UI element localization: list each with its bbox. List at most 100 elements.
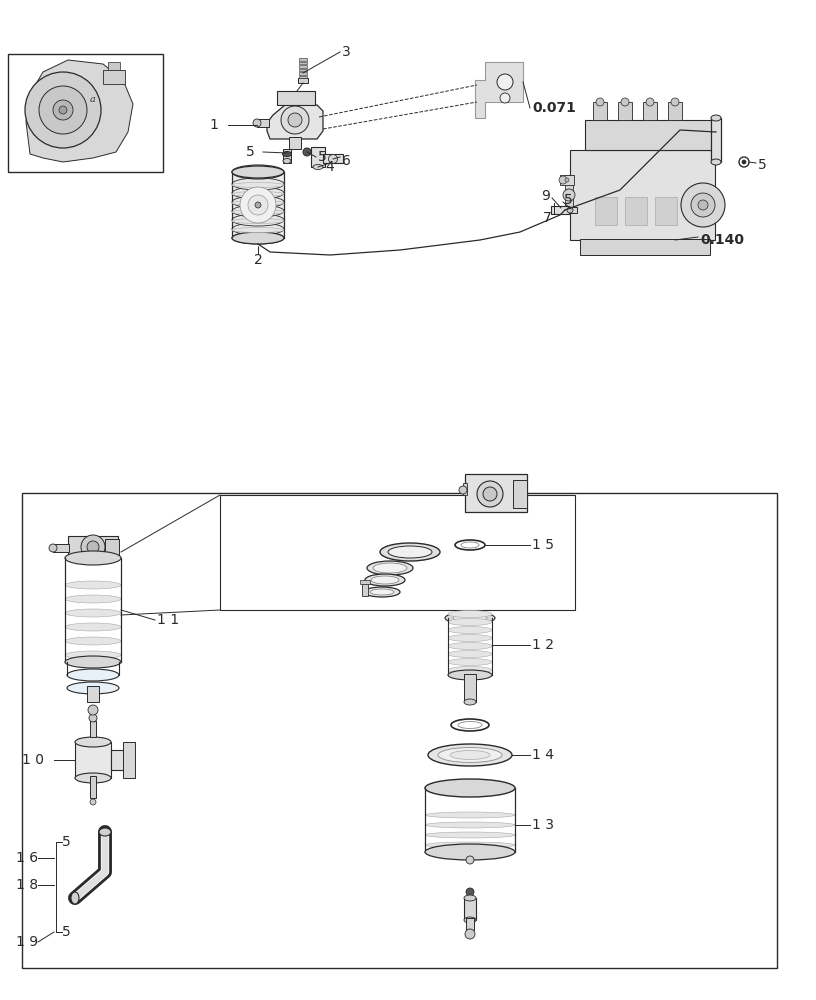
Circle shape (646, 98, 654, 106)
Circle shape (253, 119, 261, 127)
Bar (103, 70, 125, 84)
Bar (289, 137, 301, 149)
Ellipse shape (232, 232, 284, 244)
Ellipse shape (464, 917, 476, 923)
Bar (111, 750, 133, 770)
Bar (123, 742, 135, 778)
Bar (299, 65, 307, 68)
Text: 0.071: 0.071 (532, 101, 576, 115)
Ellipse shape (99, 828, 111, 836)
Circle shape (81, 535, 105, 559)
Circle shape (49, 544, 57, 552)
Ellipse shape (65, 581, 121, 589)
Ellipse shape (438, 748, 502, 762)
Ellipse shape (365, 574, 405, 586)
Ellipse shape (371, 576, 399, 584)
Text: 1 5: 1 5 (532, 538, 554, 552)
Circle shape (465, 929, 475, 939)
Circle shape (89, 714, 97, 722)
Ellipse shape (425, 812, 515, 818)
Text: 9: 9 (541, 189, 550, 203)
Bar (105, 539, 119, 555)
Ellipse shape (232, 196, 284, 208)
Circle shape (739, 157, 749, 167)
Circle shape (671, 98, 679, 106)
Bar (299, 68, 307, 71)
Ellipse shape (425, 822, 515, 828)
Bar (220, 495, 575, 610)
Bar (464, 674, 476, 702)
Circle shape (497, 74, 513, 90)
Text: 1 4: 1 4 (532, 748, 554, 762)
Text: 1 1: 1 1 (157, 613, 180, 627)
Ellipse shape (232, 223, 284, 235)
Ellipse shape (380, 543, 440, 561)
Bar (87, 686, 99, 702)
Ellipse shape (232, 182, 284, 188)
Ellipse shape (65, 651, 121, 659)
Bar (277, 91, 315, 105)
Circle shape (248, 195, 268, 215)
Bar (593, 102, 607, 120)
Ellipse shape (425, 844, 515, 860)
Circle shape (681, 183, 725, 227)
Ellipse shape (458, 722, 482, 728)
Text: 5: 5 (318, 150, 326, 164)
Bar (560, 175, 574, 185)
Bar (425, 788, 515, 852)
Bar (108, 62, 120, 70)
Circle shape (500, 93, 510, 103)
Bar (655, 197, 677, 225)
Ellipse shape (448, 626, 492, 634)
Bar (299, 72, 307, 75)
Bar (585, 120, 715, 150)
Bar (299, 58, 307, 60)
Bar (257, 119, 269, 127)
Bar (283, 149, 291, 163)
Bar (513, 480, 527, 508)
Text: 5: 5 (62, 835, 71, 849)
Bar (569, 207, 577, 213)
Circle shape (281, 106, 309, 134)
Ellipse shape (461, 542, 479, 548)
Ellipse shape (232, 205, 284, 217)
Circle shape (466, 856, 474, 864)
Circle shape (565, 178, 569, 182)
Text: 5: 5 (62, 925, 71, 939)
Bar (299, 76, 307, 78)
Text: 3: 3 (342, 45, 351, 59)
Ellipse shape (445, 612, 495, 624)
Text: 1 9: 1 9 (16, 935, 38, 949)
Circle shape (240, 187, 276, 223)
Circle shape (255, 202, 261, 208)
Bar (68, 536, 118, 558)
Polygon shape (26, 60, 133, 162)
Bar (565, 175, 573, 210)
Ellipse shape (75, 773, 111, 783)
Text: 1 3: 1 3 (532, 818, 554, 832)
Ellipse shape (65, 609, 121, 617)
Bar (65, 558, 121, 662)
Ellipse shape (367, 561, 413, 575)
Circle shape (483, 487, 497, 501)
Ellipse shape (75, 737, 111, 747)
Circle shape (53, 100, 73, 120)
Ellipse shape (464, 895, 476, 901)
Bar (464, 898, 476, 920)
Bar (668, 102, 682, 120)
Bar (466, 918, 474, 930)
Text: 0.140: 0.140 (700, 233, 744, 247)
Ellipse shape (428, 744, 512, 766)
Bar (8, 54, 163, 172)
Ellipse shape (448, 650, 492, 658)
Circle shape (87, 541, 99, 553)
Ellipse shape (232, 165, 284, 179)
Bar (463, 483, 467, 495)
Text: 5: 5 (564, 193, 573, 207)
Text: a: a (90, 96, 96, 104)
Ellipse shape (373, 563, 407, 573)
Ellipse shape (283, 158, 291, 163)
Ellipse shape (67, 669, 119, 681)
Ellipse shape (232, 219, 284, 224)
Ellipse shape (448, 635, 492, 642)
